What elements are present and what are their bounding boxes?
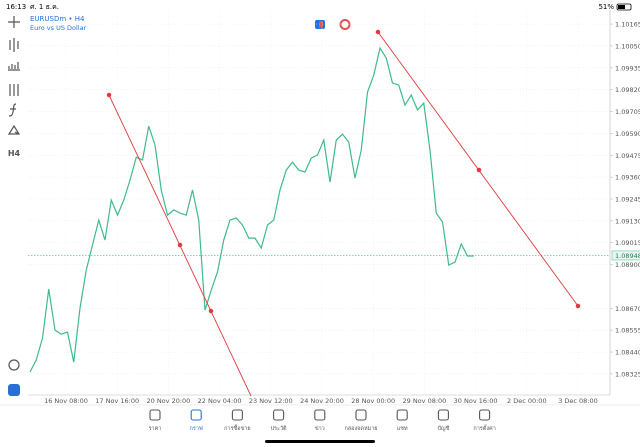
nav-item[interactable]: กราฟ: [190, 409, 203, 432]
y-tick-label: 1.08325: [615, 370, 640, 378]
nav-icon: [437, 409, 449, 421]
nav-item[interactable]: กล่องจดหมาย: [344, 409, 378, 432]
status-battery: 51%: [598, 3, 614, 11]
settings-tool[interactable]: [9, 84, 19, 96]
y-tick-label: 1.10050: [615, 42, 640, 50]
timeframe[interactable]: H4: [8, 149, 21, 158]
y-tick-label: 1.09820: [615, 86, 640, 94]
nav-label: ประวัติ: [271, 425, 287, 432]
x-tick-label: 2 Dec 00:00: [507, 397, 547, 405]
crosshair-tool[interactable]: [8, 16, 20, 28]
nav-label: บัญชี: [437, 425, 449, 432]
trend-point: [375, 29, 381, 35]
x-tick-label: 22 Nov 04:00: [198, 397, 242, 405]
sell-button-part: [319, 21, 323, 28]
trend-point: [575, 303, 581, 309]
objects-tool[interactable]: [7, 124, 21, 135]
price-line: [29, 46, 474, 373]
x-tick-label: 17 Nov 16:00: [95, 397, 139, 405]
y-tick-label: 1.09590: [615, 130, 640, 138]
nav-icon: [273, 409, 285, 421]
buy-button[interactable]: [339, 19, 351, 30]
nav-icon: [231, 409, 243, 421]
nav-item[interactable]: แชท: [396, 409, 408, 432]
status-date: ศ. 1 ธ.ค.: [30, 3, 59, 11]
nav-label: การซื้อขาย: [224, 424, 250, 432]
trend-point: [106, 92, 112, 98]
current-price-box: [611, 250, 640, 261]
zoom-tool[interactable]: [8, 359, 20, 371]
x-tick-label: 23 Nov 12:00: [249, 397, 293, 405]
y-tick-label: 1.09705: [615, 108, 640, 116]
nav-item[interactable]: ข่าว: [314, 409, 326, 432]
nav-icon: [355, 409, 367, 421]
y-tick-label: 1.08440: [615, 349, 640, 357]
battery-icon: [616, 3, 632, 11]
home-indicator: [265, 440, 375, 443]
status-time: 16:13: [6, 3, 26, 11]
indicators-tool[interactable]: [8, 62, 20, 71]
bottom-nav: ราคา กราฟ การซื้อขาย ประวัติ ข่าว กล่องจดหมาย…: [149, 409, 496, 432]
x-tick-label: 28 Nov 00:00: [351, 397, 395, 405]
plot-area: 1.10165 1.10050 1.09935 1.09820 1.09705 1.095…: [28, 10, 640, 405]
y-tick-label: 1.09935: [615, 64, 640, 72]
y-tick-label: 1.08670: [615, 305, 640, 313]
nav-icon: [190, 409, 202, 421]
battery-level: [618, 5, 625, 9]
nav-item[interactable]: การตั้งค่า: [473, 409, 496, 432]
nav-label: แชท: [397, 425, 408, 432]
x-tick-label: 29 Nov 08:00: [402, 397, 446, 405]
left-toolbar: [7, 16, 21, 371]
nav-icon: [396, 409, 408, 421]
trend-point: [208, 308, 214, 314]
current-price-label: 1.08948: [615, 252, 640, 260]
x-tick-label: 24 Nov 20:00: [300, 397, 344, 405]
nav-icon: [479, 409, 491, 421]
y-tick-label: 1.09475: [615, 152, 640, 160]
y-tick-label: 1.09015: [615, 239, 640, 247]
chart-type-tool[interactable]: [9, 38, 19, 52]
trend-point: [476, 167, 482, 173]
symbol-description: Euro vs US Dollar: [30, 24, 87, 32]
y-tick-label: 1.09360: [615, 174, 640, 182]
trend-point: [177, 242, 183, 248]
x-tick-label: 30 Nov 16:00: [454, 397, 498, 405]
nav-label: ข่าว: [315, 426, 325, 432]
y-tick-label: 1.10165: [615, 21, 640, 29]
y-tick-label: 1.08900: [615, 261, 640, 269]
nav-item[interactable]: ราคา: [149, 409, 162, 432]
x-tick-label: 3 Dec 08:00: [558, 397, 598, 405]
x-tick-label: 20 Nov 20:00: [146, 397, 190, 405]
symbol-name[interactable]: EURUSDm • H4: [30, 15, 85, 23]
nav-label: กราฟ: [190, 425, 203, 432]
y-tick-label: 1.08555: [615, 327, 640, 335]
nav-item[interactable]: ประวัติ: [271, 409, 287, 432]
nav-item[interactable]: บัญชี: [437, 409, 450, 432]
y-tick-label: 1.09130: [615, 217, 640, 225]
trade-button[interactable]: [8, 384, 20, 396]
y-tick-label: 1.09245: [615, 195, 640, 203]
nav-icon: [314, 409, 326, 421]
trend-lines: [106, 29, 581, 397]
x-tick-label: 16 Nov 08:00: [44, 397, 88, 405]
nav-icon: [149, 409, 161, 421]
nav-item[interactable]: การซื้อขาย: [224, 409, 251, 432]
function-tool[interactable]: [8, 103, 17, 117]
nav-label: การตั้งค่า: [473, 424, 495, 432]
nav-label: ราคา: [149, 426, 162, 432]
nav-label: กล่องจดหมาย: [344, 426, 377, 432]
